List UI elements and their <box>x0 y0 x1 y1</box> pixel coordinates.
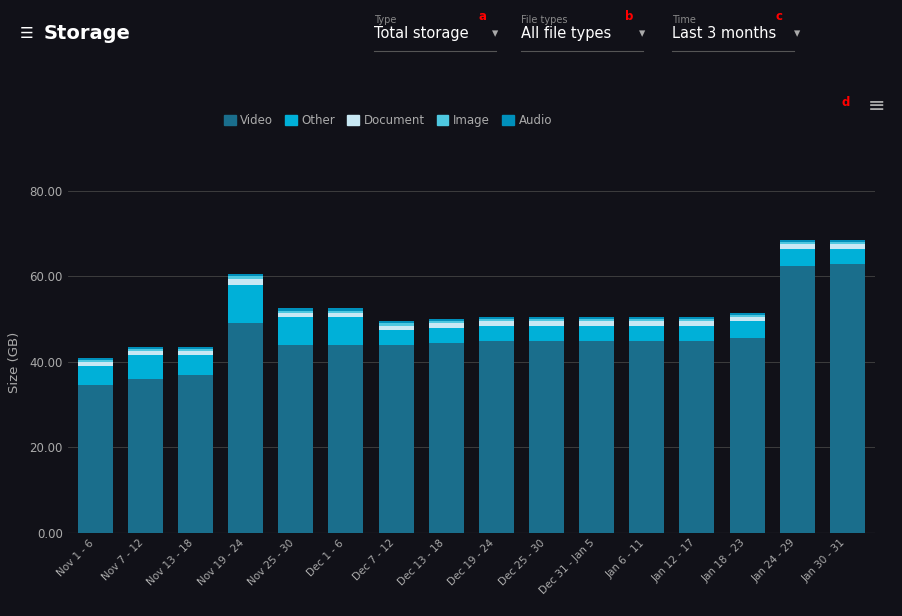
Bar <box>379 326 414 330</box>
Bar <box>730 317 765 322</box>
Bar <box>579 341 614 533</box>
Bar <box>78 386 113 533</box>
Bar <box>379 345 414 533</box>
Text: File types: File types <box>521 15 568 25</box>
Text: ☰: ☰ <box>20 26 33 41</box>
Bar <box>278 309 313 310</box>
Bar <box>779 245 815 249</box>
Bar <box>78 366 113 386</box>
Bar <box>178 347 213 349</box>
Bar <box>379 323 414 326</box>
Bar <box>328 317 364 345</box>
Text: a: a <box>478 10 486 23</box>
Bar <box>529 326 564 341</box>
Text: ▾: ▾ <box>794 27 800 41</box>
Bar <box>779 242 815 245</box>
Bar <box>428 328 464 342</box>
Bar <box>128 347 163 349</box>
Text: Storage: Storage <box>43 25 130 43</box>
Bar <box>579 326 614 341</box>
Bar <box>630 317 665 319</box>
Bar <box>278 310 313 313</box>
Bar <box>228 323 263 533</box>
Bar <box>679 322 714 326</box>
Text: All file types: All file types <box>521 26 612 41</box>
Bar <box>428 319 464 322</box>
Bar <box>379 330 414 345</box>
Text: ▾: ▾ <box>492 27 498 41</box>
Bar <box>178 351 213 355</box>
Bar <box>529 317 564 319</box>
Bar <box>779 240 815 242</box>
Bar <box>830 245 865 249</box>
Bar <box>328 313 364 317</box>
Bar <box>228 274 263 277</box>
Bar <box>479 322 514 326</box>
Text: c: c <box>776 10 783 23</box>
Text: ▾: ▾ <box>639 27 645 41</box>
Bar <box>830 249 865 264</box>
Bar <box>328 345 364 533</box>
Y-axis label: Size (GB): Size (GB) <box>8 331 21 392</box>
Bar <box>379 322 414 323</box>
Bar <box>428 322 464 323</box>
Bar <box>128 349 163 351</box>
Bar <box>730 313 765 315</box>
Bar <box>128 351 163 355</box>
Bar <box>830 264 865 533</box>
Text: Type: Type <box>374 15 397 25</box>
Bar <box>630 326 665 341</box>
Bar <box>479 319 514 322</box>
Bar <box>529 319 564 322</box>
Bar <box>278 313 313 317</box>
Bar <box>529 322 564 326</box>
Bar <box>128 355 163 379</box>
Bar <box>830 242 865 245</box>
Text: Total storage: Total storage <box>374 26 469 41</box>
Bar <box>128 379 163 533</box>
Bar <box>78 358 113 360</box>
Bar <box>178 355 213 375</box>
Bar <box>630 322 665 326</box>
Bar <box>479 326 514 341</box>
Bar <box>178 375 213 533</box>
Text: Time: Time <box>672 15 695 25</box>
Text: Last 3 months: Last 3 months <box>672 26 777 41</box>
Bar <box>579 319 614 322</box>
Bar <box>78 360 113 362</box>
Bar <box>178 349 213 351</box>
Bar <box>730 322 765 338</box>
Bar <box>830 240 865 242</box>
Bar <box>679 317 714 319</box>
Bar <box>228 277 263 278</box>
Bar <box>479 317 514 319</box>
Bar <box>679 341 714 533</box>
Text: d: d <box>842 96 850 109</box>
Bar <box>479 341 514 533</box>
Bar <box>328 310 364 313</box>
Bar <box>630 319 665 322</box>
Bar <box>228 285 263 323</box>
Bar <box>228 278 263 285</box>
Bar <box>679 319 714 322</box>
Bar <box>278 317 313 345</box>
Bar <box>779 265 815 533</box>
Legend: Video, Other, Document, Image, Audio: Video, Other, Document, Image, Audio <box>224 114 552 127</box>
Bar <box>328 309 364 310</box>
Text: ≡: ≡ <box>868 96 885 116</box>
Bar <box>579 322 614 326</box>
Bar <box>428 342 464 533</box>
Text: b: b <box>625 10 633 23</box>
Bar <box>278 345 313 533</box>
Bar <box>529 341 564 533</box>
Bar <box>730 315 765 317</box>
Bar <box>630 341 665 533</box>
Bar <box>779 249 815 265</box>
Bar <box>78 362 113 366</box>
Bar <box>428 323 464 328</box>
Bar <box>579 317 614 319</box>
Bar <box>730 338 765 533</box>
Bar <box>679 326 714 341</box>
